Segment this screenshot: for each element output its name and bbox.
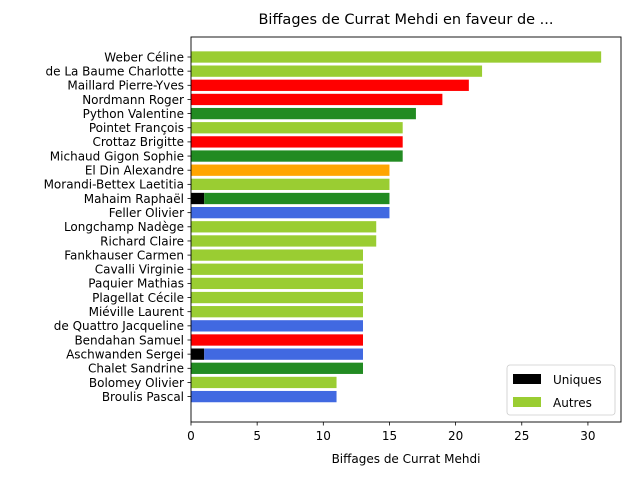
bar-autres-mieville-laurent: [191, 306, 363, 318]
y-tick-label: Nordmann Roger: [82, 93, 184, 107]
plot-frame: [190, 36, 622, 423]
y-tick-label: Aschwanden Sergei: [66, 347, 184, 361]
legend-swatch-autres: [513, 397, 541, 407]
bar-autres-aschwanden-sergei: [204, 348, 363, 360]
bar-autres-weber-celine: [191, 51, 602, 63]
bar-autres-morandi-bettex-laetitia: [191, 178, 390, 190]
x-tick-label: 30: [580, 429, 595, 443]
x-tick-label: 15: [382, 429, 397, 443]
y-tick-label: Feller Olivier: [109, 206, 184, 220]
y-tick-label: Bolomey Olivier: [89, 376, 184, 390]
y-tick-label: Longchamp Nadège: [64, 220, 184, 234]
bar-autres-cavalli-virginie: [191, 263, 363, 275]
y-tick-label: Maillard Pierre-Yves: [67, 79, 184, 93]
bar-autres-michaud-gigon-sophie: [191, 150, 403, 162]
legend: Uniques Autres: [506, 364, 616, 416]
legend-swatch-uniques: [513, 374, 541, 384]
bar-autres-paquier-mathias: [191, 277, 363, 290]
y-tick-label: Chalet Sandrine: [88, 362, 184, 376]
bar-autres-crottaz-brigitte: [191, 136, 403, 148]
legend-label-uniques: Uniques: [553, 373, 602, 387]
y-tick-label: Paquier Mathias: [88, 277, 184, 291]
x-tick-label: 10: [316, 429, 331, 443]
y-tick-label: Cavalli Virginie: [95, 263, 184, 277]
y-tick-label: Plagellat Cécile: [92, 291, 184, 305]
bar-autres-maillard-pierre-yves: [191, 79, 469, 91]
x-axis-label: Biffages de Currat Mehdi: [332, 452, 481, 466]
bars-group: [191, 51, 602, 403]
y-tick-label: de La Baume Charlotte: [46, 64, 185, 78]
y-tick-label: Miéville Laurent: [89, 305, 185, 319]
y-tick-label: Python Valentine: [83, 107, 184, 121]
bar-autres-fankhauser-carmen: [191, 249, 363, 261]
x-tick-label: 20: [448, 429, 463, 443]
bar-autres-de-quattro-jacqueline: [191, 320, 363, 332]
y-tick-label: Bendahan Samuel: [74, 333, 184, 347]
x-tick-label: 5: [253, 429, 261, 443]
y-tick-label: Pointet François: [89, 121, 184, 135]
bar-autres-feller-olivier: [191, 207, 390, 219]
bar-autres-chalet-sandrine: [191, 362, 363, 374]
legend-label-autres: Autres: [553, 396, 592, 410]
y-tick-label: Crottaz Brigitte: [92, 135, 184, 149]
y-tick-label: Richard Claire: [100, 234, 184, 248]
x-axis-ticks: 0 5 10 15 20 25 30: [187, 422, 596, 443]
bar-autres-bendahan-samuel: [191, 334, 363, 346]
y-tick-label: Broulis Pascal: [102, 390, 184, 404]
bar-autres-broulis-pascal: [191, 390, 337, 403]
chart-title: Biffages de Currat Mehdi en faveur de ..…: [258, 12, 553, 28]
bar-uniques-aschwanden-sergei: [191, 348, 205, 360]
bar-autres-richard-claire: [191, 235, 377, 247]
bar-uniques-mahaim-raphael: [191, 192, 205, 205]
bar-autres-nordmann-roger: [191, 93, 443, 106]
bar-autres-longchamp-nadege: [191, 221, 377, 233]
y-tick-label: Michaud Gigon Sophie: [50, 149, 184, 163]
y-tick-label: Fankhauser Carmen: [64, 248, 184, 262]
bar-autres-bolomey-olivier: [191, 376, 337, 389]
bar-autres-de-la-baume-charlotte: [191, 65, 483, 77]
y-tick-label: El Din Alexandre: [85, 164, 184, 178]
bar-autres-el-din-alexandre: [191, 164, 390, 176]
bar-autres-pointet-francois: [191, 122, 403, 134]
x-tick-label: 25: [514, 429, 529, 443]
y-tick-label: de Quattro Jacqueline: [54, 319, 184, 333]
y-tick-label: Morandi-Bettex Laetitia: [44, 178, 184, 192]
bar-autres-python-valentine: [191, 107, 416, 120]
x-tick-label: 0: [187, 429, 195, 443]
bar-autres-mahaim-raphael: [204, 192, 390, 205]
y-tick-label: Weber Céline: [104, 50, 184, 64]
y-tick-label: Mahaim Raphaël: [84, 192, 184, 206]
bar-autres-plagellat-cecile: [191, 291, 363, 304]
